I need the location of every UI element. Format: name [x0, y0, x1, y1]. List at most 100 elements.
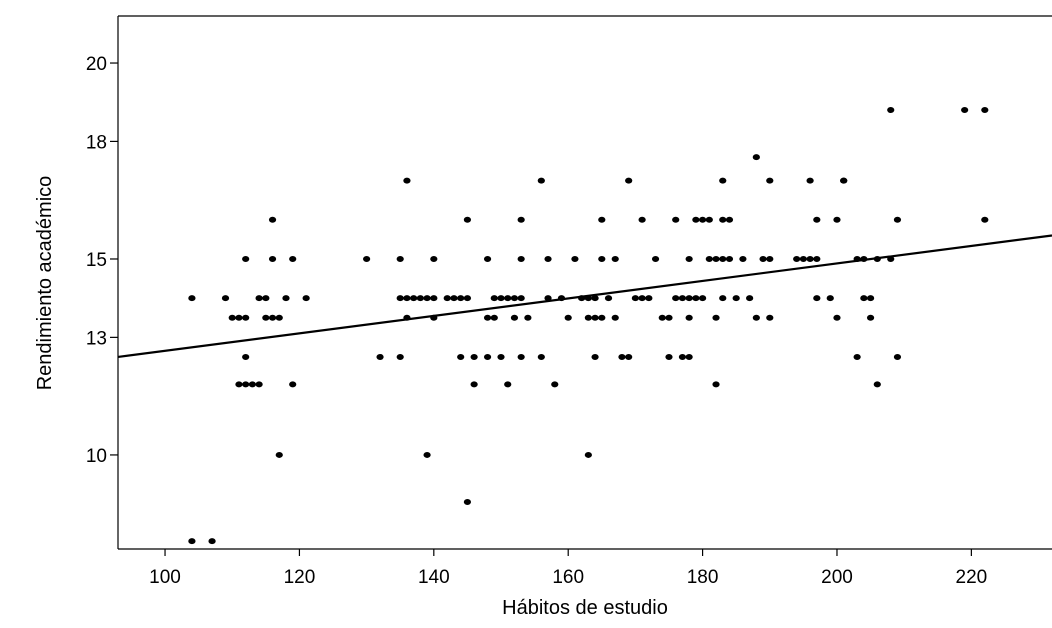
- data-point: [672, 295, 680, 302]
- data-point: [833, 314, 841, 321]
- data-point: [396, 255, 404, 262]
- data-point: [578, 295, 586, 302]
- data-point: [557, 295, 566, 302]
- data-point: [860, 295, 868, 302]
- data-point: [497, 353, 505, 360]
- data-point: [430, 314, 438, 321]
- data-point: [873, 255, 881, 262]
- x-tick-label: 120: [284, 567, 316, 588]
- data-point: [504, 381, 512, 388]
- data-point: [483, 255, 492, 262]
- data-point: [497, 295, 505, 302]
- data-point: [221, 295, 230, 302]
- data-point: [376, 353, 384, 360]
- data-point: [490, 314, 498, 321]
- data-point: [651, 255, 660, 262]
- data-point: [470, 381, 478, 388]
- x-tick-label: 200: [821, 567, 853, 588]
- data-point: [611, 255, 619, 262]
- data-point: [416, 295, 424, 302]
- data-point: [981, 107, 989, 114]
- data-point: [887, 255, 895, 262]
- data-point: [719, 255, 727, 262]
- data-point: [665, 353, 673, 360]
- data-point: [719, 216, 727, 223]
- data-point: [517, 295, 525, 302]
- data-point: [255, 381, 263, 388]
- data-point: [833, 216, 841, 223]
- data-point: [457, 353, 465, 360]
- data-point: [678, 295, 687, 302]
- data-point: [584, 295, 592, 302]
- data-point: [551, 381, 559, 388]
- data-point: [242, 255, 250, 262]
- data-point: [490, 295, 498, 302]
- data-point: [712, 381, 720, 388]
- data-point: [510, 314, 519, 321]
- data-point: [719, 177, 727, 184]
- data-point: [853, 255, 861, 262]
- data-point: [598, 314, 606, 321]
- data-point: [423, 295, 431, 302]
- data-point: [672, 216, 680, 223]
- data-point: [537, 353, 545, 360]
- data-point: [685, 295, 693, 302]
- data-point: [853, 353, 861, 360]
- data-point: [363, 255, 371, 262]
- data-point: [705, 216, 713, 223]
- data-point: [625, 177, 633, 184]
- data-point: [208, 538, 216, 545]
- data-point: [430, 255, 438, 262]
- data-point: [463, 216, 472, 223]
- data-point: [571, 255, 579, 262]
- data-point: [893, 353, 902, 360]
- data-point: [732, 295, 740, 302]
- data-point: [840, 177, 848, 184]
- data-point: [188, 538, 196, 545]
- y-axis-title: Rendimiento académico: [34, 176, 56, 391]
- data-point: [631, 295, 639, 302]
- data-point: [591, 295, 599, 302]
- data-point: [625, 353, 633, 360]
- data-point: [766, 255, 774, 262]
- data-point: [504, 295, 512, 302]
- data-point: [712, 255, 720, 262]
- data-point: [604, 295, 613, 302]
- data-point: [242, 381, 250, 388]
- data-point: [584, 314, 592, 321]
- data-point: [705, 255, 713, 262]
- data-point: [268, 314, 277, 321]
- data-point: [275, 451, 283, 458]
- data-point: [457, 295, 465, 302]
- data-point: [698, 295, 707, 302]
- fit-line-group: [117, 234, 1052, 359]
- data-point: [517, 353, 525, 360]
- data-point: [289, 255, 297, 262]
- data-point: [893, 216, 902, 223]
- data-point: [665, 314, 673, 321]
- data-point: [793, 255, 801, 262]
- data-point: [866, 295, 875, 302]
- data-point: [450, 295, 458, 302]
- data-point: [685, 353, 693, 360]
- data-point: [866, 314, 875, 321]
- data-point: [692, 295, 700, 302]
- data-point: [725, 216, 734, 223]
- data-point: [719, 295, 727, 302]
- data-point: [443, 295, 451, 302]
- data-point: [255, 295, 263, 302]
- data-point: [873, 381, 881, 388]
- y-tick-label: 13: [86, 328, 107, 349]
- data-point: [242, 314, 250, 321]
- data-point: [799, 255, 807, 262]
- data-point: [410, 295, 418, 302]
- data-point: [282, 295, 290, 302]
- data-point: [813, 295, 821, 302]
- data-point: [544, 255, 552, 262]
- x-axis-title: Hábitos de estudio: [502, 597, 668, 619]
- data-point: [483, 314, 492, 321]
- data-point: [403, 177, 411, 184]
- data-point: [537, 177, 545, 184]
- data-point: [289, 381, 297, 388]
